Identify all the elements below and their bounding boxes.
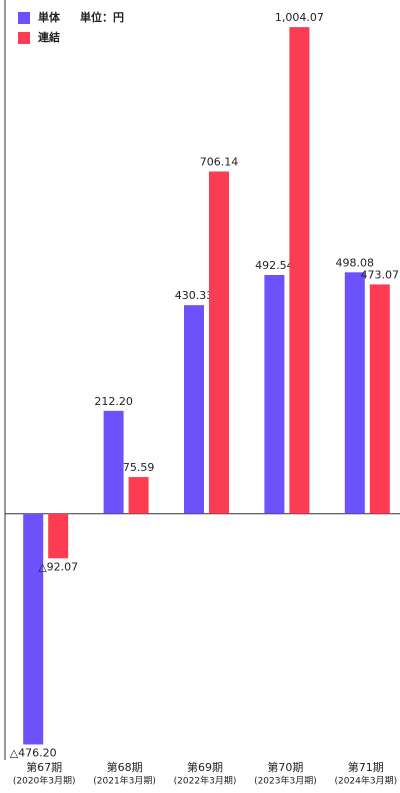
value-label: 75.59 <box>123 461 155 474</box>
x-tick-label: 第69期 <box>187 760 223 774</box>
unit-label: 単位：円 <box>80 10 124 24</box>
value-label: 706.14 <box>200 155 239 168</box>
value-label: △92.07 <box>38 560 78 573</box>
bar <box>103 410 124 514</box>
value-label: 430.33 <box>175 289 214 302</box>
x-tick-note: (2023年3月期) <box>254 775 317 787</box>
value-label: △476.20 <box>10 746 57 759</box>
value-label: 1,004.07 <box>275 11 324 24</box>
legend-swatch <box>18 12 30 24</box>
bar <box>209 171 229 514</box>
value-label: 492.54 <box>255 259 294 272</box>
x-tick-note: (2020年3月期) <box>13 775 76 787</box>
x-tick-label: 第71期 <box>348 760 384 774</box>
bar <box>264 274 285 514</box>
legend-swatch <box>18 32 30 44</box>
value-label: 498.08 <box>336 256 375 269</box>
x-tick-label: 第68期 <box>107 760 143 774</box>
bar <box>23 513 44 745</box>
bar <box>344 272 365 514</box>
x-tick-note: (2022年3月期) <box>174 775 237 787</box>
bar <box>184 305 204 514</box>
value-label: 212.20 <box>94 395 133 408</box>
x-tick-label: 第70期 <box>267 760 303 774</box>
bar <box>289 27 310 514</box>
x-tick-label: 第67期 <box>26 760 62 774</box>
x-tick-note: (2024年3月期) <box>334 775 397 787</box>
value-label: 473.07 <box>361 268 400 281</box>
legend-label: 連結 <box>38 30 60 44</box>
legend-label: 単体 <box>38 10 61 24</box>
bar <box>128 477 149 514</box>
x-tick-note: (2021年3月期) <box>93 775 156 787</box>
bar <box>48 513 69 559</box>
bar <box>369 284 390 514</box>
